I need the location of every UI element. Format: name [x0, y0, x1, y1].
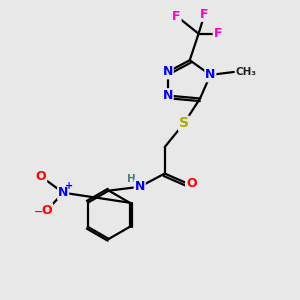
- Text: O: O: [36, 170, 46, 183]
- Text: N: N: [163, 89, 173, 102]
- Text: N: N: [58, 186, 68, 199]
- Text: N: N: [163, 65, 173, 79]
- Text: F: F: [214, 27, 222, 40]
- Text: F: F: [200, 8, 209, 21]
- Text: F: F: [172, 10, 181, 22]
- Text: S: S: [179, 116, 189, 130]
- Text: N: N: [134, 180, 145, 193]
- Text: O: O: [186, 177, 196, 190]
- Text: O: O: [42, 204, 52, 217]
- Text: H: H: [127, 174, 136, 184]
- Text: N: N: [205, 68, 215, 81]
- Text: CH₃: CH₃: [236, 67, 256, 77]
- Text: −: −: [34, 207, 43, 217]
- Text: +: +: [65, 181, 73, 191]
